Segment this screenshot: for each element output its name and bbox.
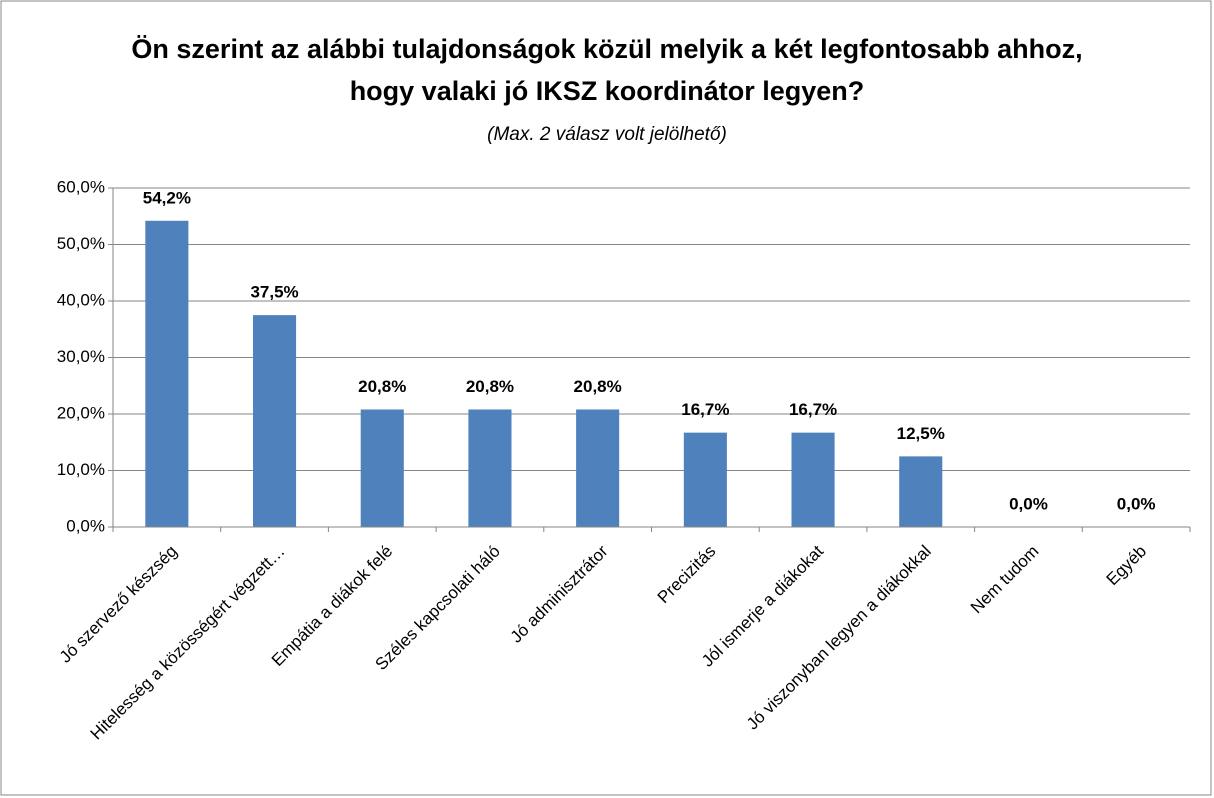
y-tick-label: 30,0% [57, 347, 105, 366]
value-label: 0,0% [1117, 494, 1156, 513]
x-tick-label: Jó adminisztrátor [507, 541, 612, 646]
value-label: 20,8% [358, 377, 406, 396]
bar [899, 456, 943, 527]
bar [253, 315, 297, 527]
x-tick-label: Jó szervező készség [56, 542, 181, 667]
y-tick-label: 60,0% [57, 177, 105, 196]
value-label: 20,8% [574, 377, 622, 396]
y-tick-label: 50,0% [57, 234, 105, 253]
value-label: 54,2% [143, 188, 191, 207]
x-tick-label: Nem tudom [967, 542, 1043, 618]
bar [576, 409, 620, 527]
y-tick-label: 0,0% [66, 516, 105, 535]
y-tick-label: 40,0% [57, 290, 105, 309]
bar [360, 409, 404, 527]
x-tick-label: Jól ismerje a diákokat [698, 541, 827, 670]
chart-subtitle: (Max. 2 válasz volt jelölhető) [487, 124, 727, 145]
x-tick-label: Hitelesség a közösségért végzett… [87, 542, 289, 744]
value-label: 0,0% [1009, 494, 1048, 513]
x-tick-label: Egyéb [1103, 542, 1151, 590]
x-tick-label: Jó viszonyban legyen a diákokkal [743, 542, 935, 734]
bar [791, 432, 835, 527]
value-label: 20,8% [466, 377, 514, 396]
bar [468, 409, 512, 527]
y-tick-label: 20,0% [57, 403, 105, 422]
bar [145, 220, 189, 527]
x-tick-label: Empátia a diákok felé [268, 542, 396, 670]
value-label: 16,7% [681, 400, 729, 419]
value-label: 12,5% [897, 424, 945, 443]
y-tick-label: 10,0% [57, 460, 105, 479]
x-tick-label: Széles kapcsolati háló [372, 542, 504, 674]
value-label: 37,5% [250, 283, 298, 302]
x-tick-label: Precizitás [654, 542, 720, 608]
chart-title: Ön szerint az alábbi tulajdonságok közül… [131, 34, 1083, 106]
bar [683, 432, 727, 527]
value-label: 16,7% [789, 400, 837, 419]
